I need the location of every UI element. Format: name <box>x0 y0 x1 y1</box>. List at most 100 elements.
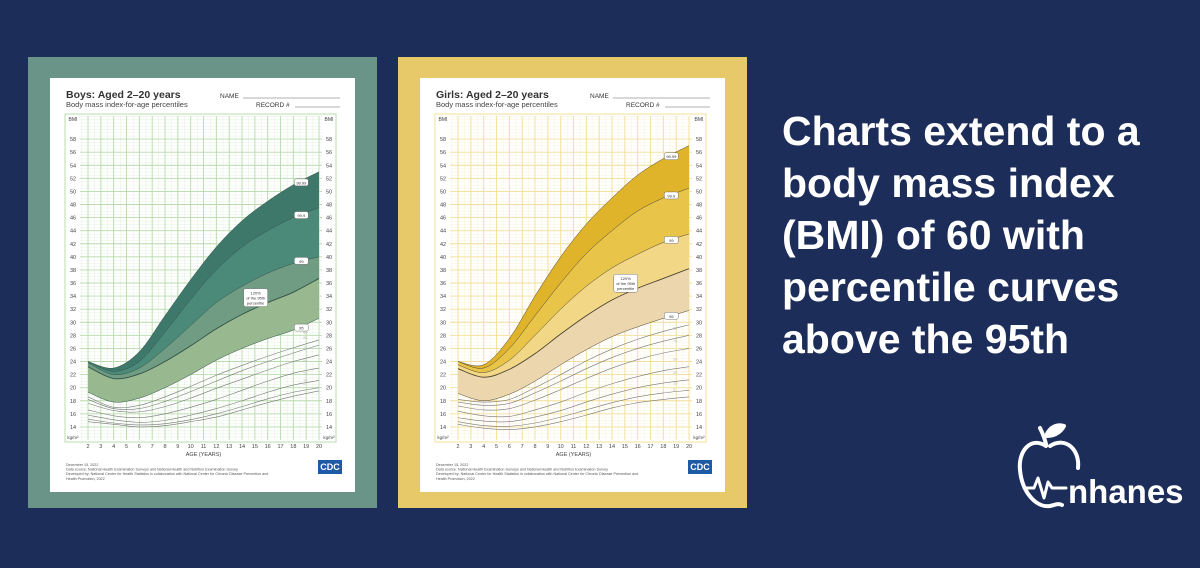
label-box <box>294 211 309 219</box>
y-tick-label: 52 <box>440 176 446 182</box>
y-tick-label: 14 <box>696 425 702 431</box>
y-tick-label: 58 <box>326 137 332 143</box>
y-tick-label: 46 <box>326 216 332 222</box>
y-tick-label: 48 <box>326 203 332 209</box>
y-tick-label: 22 <box>70 373 76 379</box>
y-tick-label: 52 <box>696 176 702 182</box>
y-tick-label: 50 <box>70 189 76 195</box>
label-text: 120% <box>251 291 262 296</box>
percentile-band <box>88 256 319 379</box>
chart-cards: Boys: Aged 2–20 years Body mass index-for… <box>28 57 747 508</box>
x-tick-label: 18 <box>290 444 296 450</box>
y-tick-label: 38 <box>696 268 702 274</box>
percentile-line <box>457 310 690 402</box>
x-tick-label: 9 <box>546 444 549 450</box>
percentile-line <box>457 379 690 423</box>
y-tick-label: 46 <box>70 216 76 222</box>
chart-title: Boys: Aged 2–20 years <box>66 89 181 101</box>
y-tick-label: 56 <box>70 150 76 156</box>
y-tick-label: 56 <box>696 150 702 156</box>
y-tick-label: 30 <box>440 320 446 326</box>
y-tick-label: 20 <box>70 386 76 392</box>
y-tick-label: 20 <box>696 386 702 392</box>
label-text: 99 <box>299 259 304 264</box>
y-tick-label: 18 <box>70 399 76 405</box>
y-tick-label: 16 <box>696 412 702 418</box>
x-tick-label: 6 <box>138 444 141 450</box>
percentile-line <box>87 387 320 426</box>
y-tick-label: 54 <box>440 163 446 169</box>
x-tick-label: 4 <box>482 444 485 450</box>
percentile-label: 75 <box>303 345 308 350</box>
percentile-label: 25 <box>673 370 678 375</box>
y-tick-label: 38 <box>326 268 332 274</box>
label-text: 99.99 <box>666 154 677 159</box>
label-text: 99.9 <box>667 193 676 198</box>
headline-line: percentile curves <box>782 264 1119 310</box>
y-tick-label: 50 <box>696 189 702 195</box>
x-tick-label: 17 <box>647 444 653 450</box>
y-tick-label: 50 <box>440 189 446 195</box>
cdc-logo: CDC <box>320 462 340 472</box>
percentile-line <box>457 348 690 411</box>
y-tick-label: 46 <box>440 216 446 222</box>
y-tick-label: 58 <box>696 137 702 143</box>
name-label: NAME <box>220 93 239 100</box>
apple-outline <box>1017 441 1064 509</box>
footnote: Data source: National Health Examination… <box>436 468 608 472</box>
x-tick-label: 16 <box>265 444 271 450</box>
percentile-label: 5 <box>303 381 306 386</box>
x-tick-label: 19 <box>673 444 679 450</box>
percentile-line <box>457 233 690 373</box>
footnote: Health Promotion, 2022 <box>66 477 105 481</box>
unit-label: kg/m² <box>693 435 705 440</box>
footnote: December 15, 2022 <box>436 463 468 467</box>
percentile-line <box>457 268 690 378</box>
y-tick-label: 28 <box>440 333 446 339</box>
percentile-line <box>87 390 320 428</box>
x-tick-label: 3 <box>469 444 472 450</box>
y-tick-label: 24 <box>440 360 446 366</box>
percentile-line <box>87 380 320 423</box>
cdc-logo: CDC <box>690 462 710 472</box>
label-text: 95 <box>299 326 304 331</box>
y-tick-label: 42 <box>696 242 702 248</box>
y-axis-label: BMI <box>325 117 334 123</box>
y-tick-label: 52 <box>70 176 76 182</box>
x-tick-label: 11 <box>571 444 577 450</box>
percentile-line <box>87 171 320 369</box>
headline-line: Charts extend to a <box>782 108 1141 154</box>
unit-label: kg/m² <box>67 435 79 440</box>
y-tick-label: 24 <box>70 360 76 366</box>
x-axis-label: AGE (YEARS) <box>556 452 592 458</box>
x-tick-label: 19 <box>303 444 309 450</box>
apple-outline <box>1048 440 1081 470</box>
y-tick-label: 20 <box>440 386 446 392</box>
x-tick-label: 10 <box>188 444 194 450</box>
y-tick-label: 44 <box>440 229 446 235</box>
percentile-label: 50 <box>303 358 308 363</box>
cdc-logo-box <box>318 460 342 474</box>
y-tick-label: 16 <box>70 412 76 418</box>
percentile-line <box>457 335 690 406</box>
y-tick-label: 58 <box>70 137 76 143</box>
y-tick-label: 42 <box>70 242 76 248</box>
y-tick-label: 32 <box>696 307 702 313</box>
y-tick-label: 18 <box>326 399 332 405</box>
y-tick-label: 14 <box>326 425 332 431</box>
y-tick-label: 36 <box>326 281 332 287</box>
chart-title: Girls: Aged 2–20 years <box>436 89 549 101</box>
y-tick-label: 26 <box>696 346 702 352</box>
percentile-line <box>457 324 690 403</box>
y-tick-label: 30 <box>326 320 332 326</box>
x-tick-label: 18 <box>660 444 666 450</box>
percentile-label: 10 <box>303 378 308 383</box>
x-tick-label: 6 <box>508 444 511 450</box>
percentile-line <box>87 318 320 403</box>
y-tick-label: 52 <box>326 176 332 182</box>
x-tick-label: 12 <box>583 444 589 450</box>
y-tick-label: 16 <box>326 412 332 418</box>
chart-subtitle: Body mass index-for-age percentiles <box>436 100 558 109</box>
